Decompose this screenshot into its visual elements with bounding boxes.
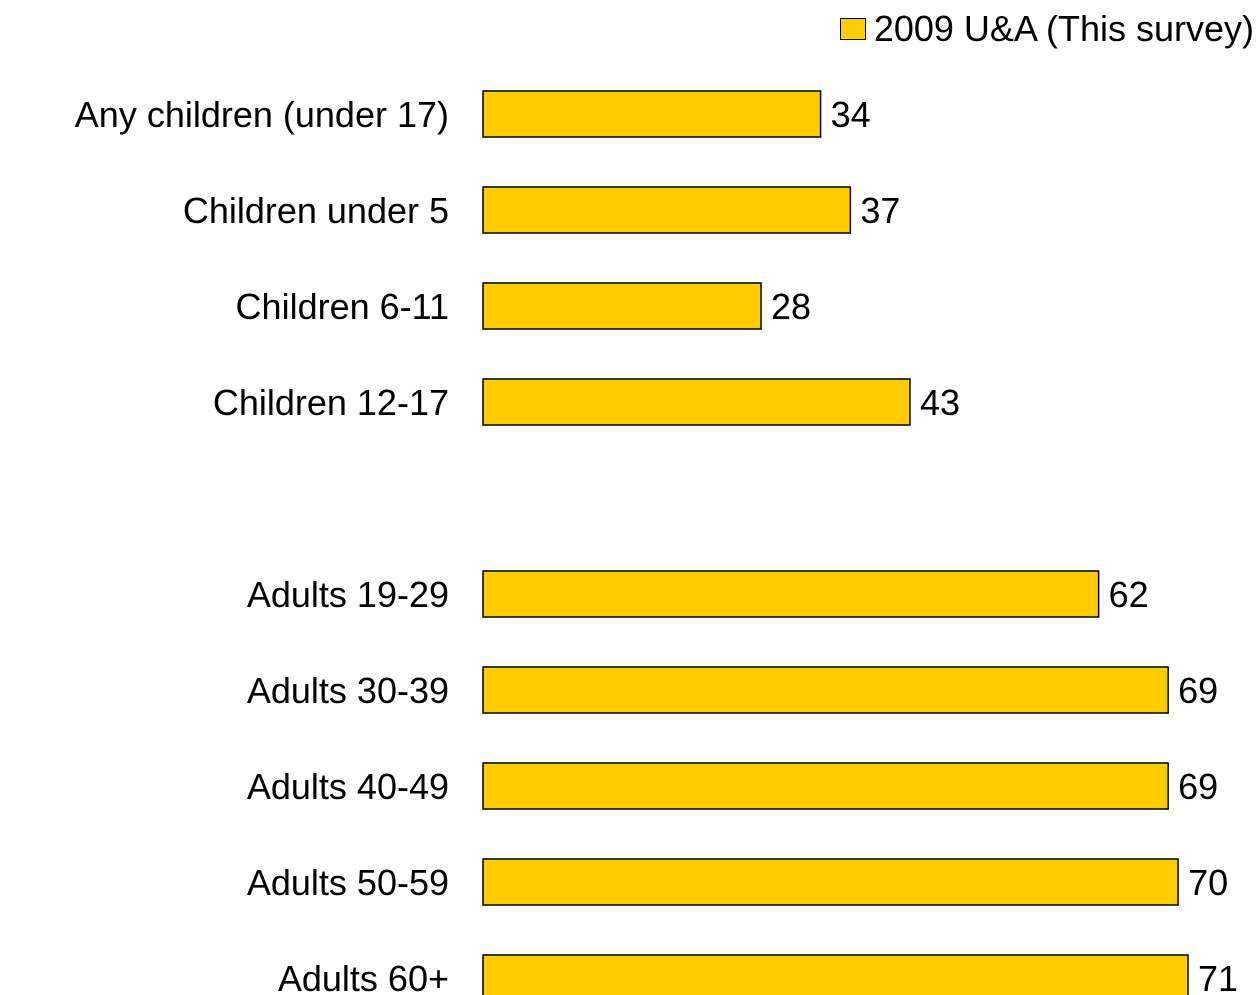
bar (482, 90, 822, 138)
bar (482, 954, 1189, 995)
bar (482, 186, 852, 234)
data-label: 28 (771, 286, 811, 327)
data-label: 37 (860, 190, 900, 231)
category-label: Adults 19-29 (247, 574, 449, 615)
category-label: Adults 50-59 (247, 862, 449, 903)
bar (482, 570, 1100, 618)
category-label: Children 12-17 (213, 382, 449, 423)
category-label: Children 6-11 (236, 286, 449, 327)
bar (482, 282, 762, 330)
category-label: Adults 40-49 (247, 766, 449, 807)
chart-legend: 2009 U&A (This survey) (839, 8, 1254, 50)
category-label: Adults 30-39 (247, 670, 449, 711)
bar (482, 378, 911, 426)
bar (482, 762, 1169, 810)
bar (482, 858, 1179, 906)
legend-label: 2009 U&A (This survey) (873, 8, 1254, 49)
data-label: 62 (1109, 574, 1149, 615)
category-label: Any children (under 17) (75, 94, 449, 135)
data-label: 71 (1198, 958, 1238, 995)
bar (482, 666, 1169, 714)
data-label: 69 (1178, 766, 1218, 807)
category-label: Adults 60+ (278, 958, 449, 995)
data-label: 69 (1178, 670, 1218, 711)
data-label: 70 (1188, 862, 1228, 903)
legend-swatch (839, 18, 866, 40)
data-label: 34 (831, 94, 871, 135)
category-label: Children under 5 (183, 190, 449, 231)
data-label: 43 (920, 382, 960, 423)
